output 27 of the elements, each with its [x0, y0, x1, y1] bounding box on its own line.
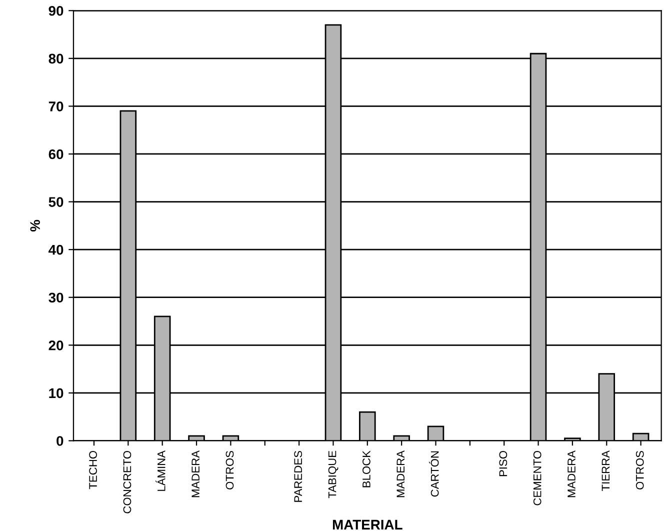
x-tick-label: BLOCK [362, 450, 370, 488]
x-axis-title: MATERIAL [332, 520, 402, 530]
x-tick-label: OTROS [226, 450, 234, 490]
y-axis-title: % [30, 220, 40, 232]
y-tick-label: 20 [48, 340, 64, 350]
x-tick-label: TIERRA [602, 450, 610, 491]
y-tick-label: 60 [48, 149, 64, 160]
y-tick-label: 30 [48, 292, 64, 303]
x-tick-label: TABIQUE [328, 450, 338, 498]
x-tick-label: CARTÓN [428, 451, 439, 497]
y-tick-label: 0 [56, 436, 64, 446]
x-tick-label: MADERA [396, 450, 404, 498]
x-tick-label: CONCRETO [123, 450, 132, 514]
y-tick-label: 70 [48, 102, 64, 112]
y-tick-label: 40 [48, 244, 64, 255]
x-tick-label: MADERA [192, 450, 200, 498]
x-tick-label: PISO [499, 450, 508, 476]
y-tick-label: 80 [48, 54, 64, 64]
x-tick-label: CEMENTO [533, 450, 542, 506]
y-tick-label: 10 [49, 388, 64, 398]
x-tick-label: PAREDES [294, 450, 302, 502]
x-tick-label: MADERA [568, 450, 576, 498]
y-tick-label: 90 [48, 6, 64, 16]
y-tick-label: 50 [48, 197, 64, 207]
x-tick-label: TECHO [89, 450, 97, 490]
x-tick-label: LÁMINA [156, 450, 166, 491]
x-tick-label: OTROS [636, 450, 644, 490]
